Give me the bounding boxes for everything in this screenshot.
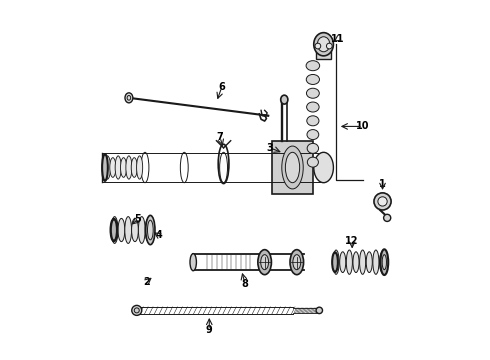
Ellipse shape: [373, 250, 379, 274]
Ellipse shape: [111, 219, 117, 241]
Ellipse shape: [147, 220, 153, 240]
Ellipse shape: [126, 156, 132, 179]
Ellipse shape: [146, 215, 155, 245]
Ellipse shape: [346, 250, 352, 274]
Circle shape: [315, 43, 321, 49]
Bar: [317, 42, 331, 59]
Ellipse shape: [110, 158, 116, 177]
Circle shape: [132, 305, 142, 315]
Bar: [272, 141, 313, 194]
Text: 11: 11: [331, 34, 344, 44]
Circle shape: [326, 43, 332, 49]
Ellipse shape: [290, 249, 304, 275]
Text: 7: 7: [217, 132, 223, 142]
Ellipse shape: [131, 158, 137, 177]
Ellipse shape: [307, 143, 318, 153]
Ellipse shape: [382, 255, 387, 270]
Ellipse shape: [125, 93, 133, 103]
Text: 6: 6: [219, 82, 225, 92]
Ellipse shape: [380, 249, 388, 275]
Ellipse shape: [333, 250, 339, 274]
Ellipse shape: [137, 156, 143, 179]
Ellipse shape: [104, 156, 111, 179]
Circle shape: [378, 197, 387, 206]
Ellipse shape: [261, 255, 269, 270]
Ellipse shape: [293, 255, 301, 270]
Circle shape: [374, 193, 391, 210]
Ellipse shape: [318, 37, 330, 52]
Ellipse shape: [102, 154, 108, 181]
Ellipse shape: [307, 102, 319, 112]
Ellipse shape: [332, 252, 338, 272]
Text: 4: 4: [155, 230, 162, 240]
Text: 10: 10: [356, 121, 369, 131]
Ellipse shape: [121, 158, 126, 177]
Text: 2: 2: [144, 277, 150, 287]
Text: 1: 1: [379, 179, 386, 189]
Circle shape: [316, 307, 322, 314]
Ellipse shape: [379, 252, 386, 273]
Ellipse shape: [306, 75, 319, 85]
Ellipse shape: [258, 249, 271, 275]
Ellipse shape: [125, 217, 132, 243]
Ellipse shape: [307, 130, 319, 140]
Ellipse shape: [366, 252, 372, 273]
Ellipse shape: [314, 152, 333, 183]
Ellipse shape: [132, 219, 138, 242]
Ellipse shape: [340, 252, 346, 273]
Ellipse shape: [145, 219, 152, 242]
Text: 5: 5: [134, 214, 141, 224]
Ellipse shape: [353, 252, 359, 273]
Circle shape: [384, 214, 391, 221]
Ellipse shape: [138, 217, 145, 243]
Ellipse shape: [306, 61, 319, 71]
Ellipse shape: [306, 88, 319, 98]
Ellipse shape: [307, 157, 318, 167]
Ellipse shape: [281, 95, 288, 104]
Text: 3: 3: [267, 143, 273, 153]
Ellipse shape: [282, 146, 303, 189]
Text: 12: 12: [345, 236, 359, 246]
Ellipse shape: [307, 116, 319, 126]
Text: 8: 8: [242, 279, 248, 289]
Text: 9: 9: [206, 325, 213, 335]
Ellipse shape: [115, 156, 121, 179]
Ellipse shape: [118, 219, 125, 242]
Ellipse shape: [285, 152, 300, 183]
Ellipse shape: [190, 253, 196, 271]
Ellipse shape: [314, 33, 333, 56]
Ellipse shape: [111, 217, 118, 243]
Ellipse shape: [360, 250, 366, 274]
